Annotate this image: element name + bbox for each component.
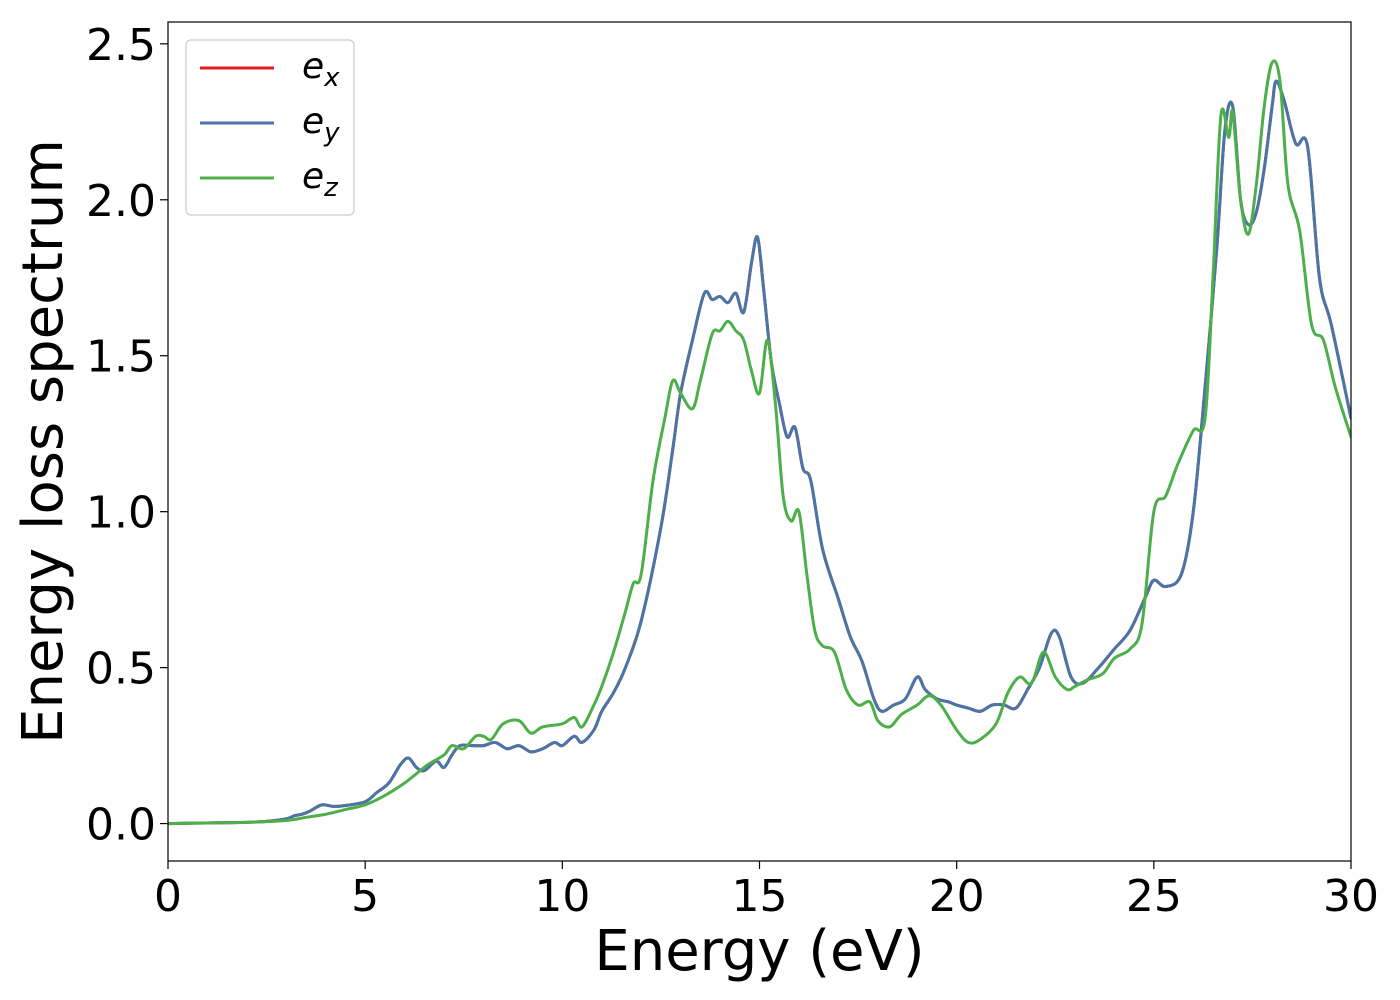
y-axis-title: Energy loss spectrum — [11, 139, 76, 744]
x-tick-label: 5 — [351, 871, 379, 922]
legend-item-e-x: ex — [200, 46, 340, 93]
y-tick-label: 0.0 — [86, 800, 156, 851]
legend-label-base: e — [302, 101, 324, 142]
x-axis-title: Energy (eV) — [594, 919, 924, 984]
legend-item-e-y: ey — [200, 101, 340, 148]
legend-label: ez — [302, 156, 339, 203]
series-line-e-z — [168, 59, 1351, 826]
legend-label-subscript: z — [323, 173, 339, 203]
x-tick-label: 30 — [1323, 871, 1379, 922]
y-tick-label: 0.5 — [86, 644, 156, 695]
x-tick-label: 20 — [929, 871, 985, 922]
series-layer — [168, 59, 1351, 826]
y-tick-label: 1.5 — [86, 332, 156, 383]
legend-label: ex — [302, 46, 340, 93]
legend-label-subscript: x — [323, 63, 340, 93]
legend-label-subscript: y — [323, 118, 340, 148]
legend-label-base: e — [302, 156, 324, 197]
ticks-layer: 0 5 10 15 20 25 30 0.0 0.5 1.0 1.5 2.0 2.5 — [86, 20, 1379, 922]
x-tick-label: 25 — [1126, 871, 1182, 922]
legend-box — [185, 39, 355, 216]
legend-item-e-z: ez — [200, 156, 339, 203]
y-tick-label: 1.0 — [86, 488, 156, 539]
legend-label-base: e — [302, 46, 324, 87]
legend-label: ey — [302, 101, 340, 148]
y-tick-label: 2.0 — [86, 176, 156, 227]
x-tick-label: 10 — [534, 871, 590, 922]
x-tick-label: 15 — [732, 871, 788, 922]
x-tick-label: 0 — [154, 871, 182, 922]
y-tick-label: 2.5 — [86, 20, 156, 71]
